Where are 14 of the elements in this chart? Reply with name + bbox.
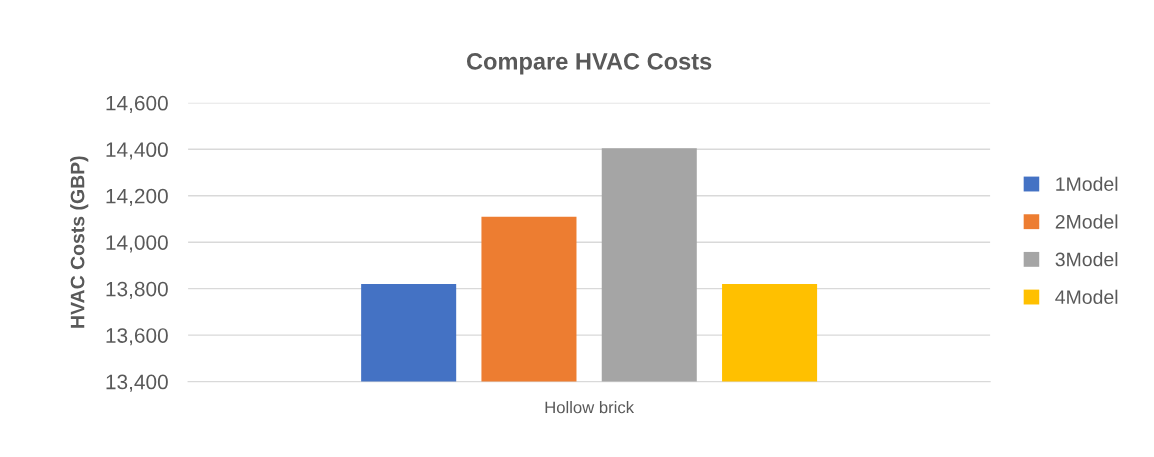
y-tick-label: 14,200 — [106, 188, 168, 206]
y-tick-label: 14,400 — [106, 142, 168, 160]
y-axis-title: HVAC Costs (GBP) — [70, 156, 89, 328]
y-tick-label: 13,800 — [106, 281, 168, 299]
legend-label: 1Model — [1056, 176, 1118, 191]
legend-label: 2Model — [1055, 214, 1118, 229]
x-tick-label: Hollow brick — [545, 401, 635, 414]
legend-label: 3Model — [1055, 252, 1118, 267]
y-tick-label: 14,600 — [106, 95, 168, 114]
y-tick-label: 13,600 — [106, 328, 168, 346]
y-tick-label: 14,000 — [106, 235, 168, 253]
y-tick-label: 13,400 — [106, 374, 168, 392]
legend-label: 4Model — [1055, 289, 1118, 304]
chart-title: Compare HVAC Costs — [466, 53, 712, 75]
